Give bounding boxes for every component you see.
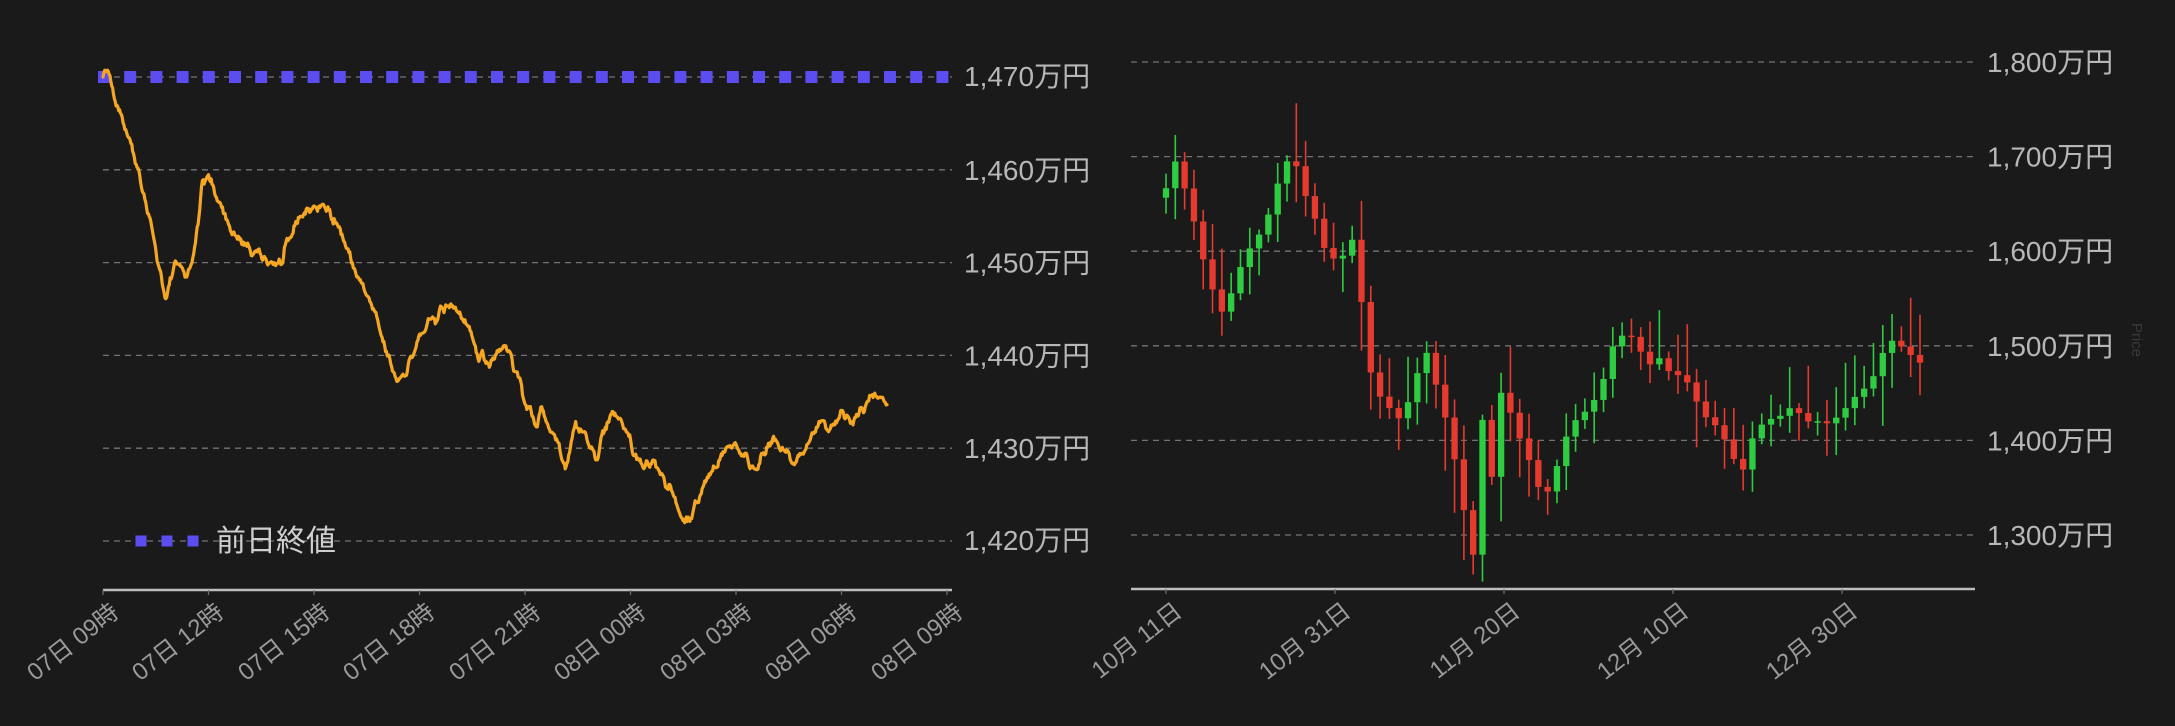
svg-text:1,700万円: 1,700万円 xyxy=(1987,142,2113,173)
svg-text:1,460万円: 1,460万円 xyxy=(964,155,1090,186)
svg-text:1,470万円: 1,470万円 xyxy=(964,61,1090,92)
svg-text:1,300万円: 1,300万円 xyxy=(1987,520,2113,551)
svg-text:1,600万円: 1,600万円 xyxy=(1987,236,2113,267)
svg-text:Price: Price xyxy=(2128,323,2145,357)
svg-text:1,500万円: 1,500万円 xyxy=(1987,331,2113,362)
svg-text:前日終値: 前日終値 xyxy=(216,525,336,558)
svg-text:1,800万円: 1,800万円 xyxy=(1987,47,2113,78)
svg-text:1,400万円: 1,400万円 xyxy=(1987,425,2113,456)
svg-text:1,430万円: 1,430万円 xyxy=(964,433,1090,464)
svg-text:1,450万円: 1,450万円 xyxy=(964,248,1090,279)
svg-text:1,440万円: 1,440万円 xyxy=(964,340,1090,371)
svg-text:1,420万円: 1,420万円 xyxy=(964,525,1090,556)
